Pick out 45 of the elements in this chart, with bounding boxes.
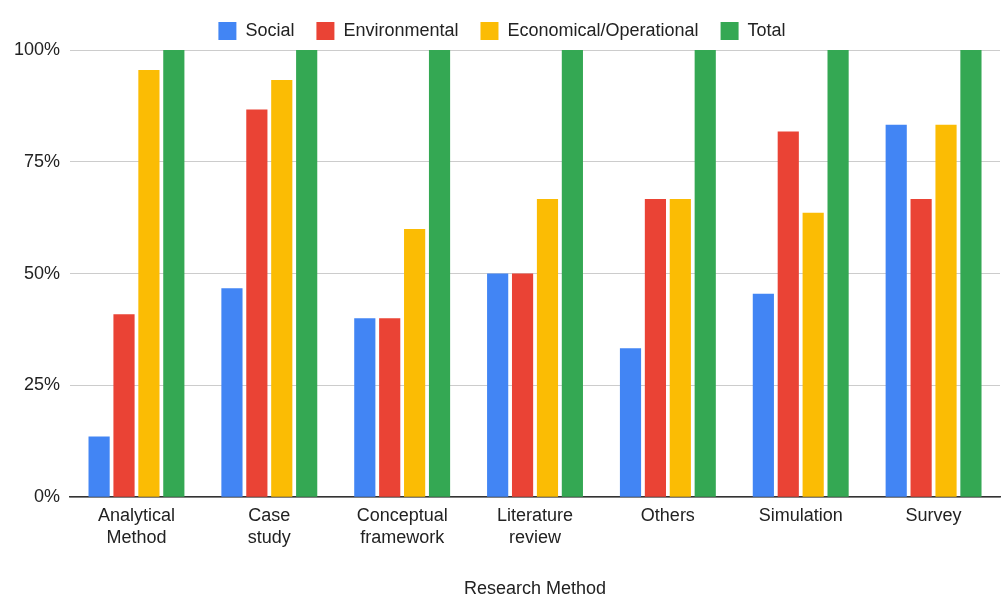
x-tick-label: Analytical Method [97,504,175,547]
bar [802,212,824,497]
bar [827,50,849,497]
bar [960,50,982,497]
x-tick-label: Conceptual framework [356,504,448,547]
bar [354,318,376,497]
bar [777,131,799,497]
bar [752,293,774,497]
bar [694,50,716,497]
bar [619,348,642,497]
y-tick-label: 0% [34,486,61,507]
bar [271,79,293,497]
x-tick-label: Others [640,504,695,525]
bar [669,198,691,497]
y-tick-label: 100% [13,38,61,59]
bar [163,50,185,497]
bar [885,124,907,497]
bar [138,70,160,497]
legend-label: Social [245,19,295,40]
x-tick-label: Case study [247,504,291,547]
bar [487,273,509,497]
legend-label: Economical/Operational [507,19,699,40]
bar [113,314,135,497]
bar [935,124,957,497]
x-tick-label: Simulation [758,504,843,525]
bar [561,50,583,497]
legend-label: Environmental [343,19,459,40]
bar [536,198,559,497]
bar [511,273,534,497]
bar [296,50,318,497]
bar [404,228,426,497]
y-tick-label: 75% [24,150,61,171]
y-tick-label: 50% [24,262,61,283]
legend-label: Total [747,19,786,40]
bar [644,198,666,497]
bar [428,50,451,497]
x-tick-label: Literature review [497,504,574,547]
x-tick-label: Survey [905,504,962,525]
y-tick-label: 25% [24,374,61,395]
bar [221,288,243,497]
bar [246,109,268,497]
bar [88,436,110,497]
bar [379,318,401,497]
x-axis-title: Research Method [463,578,607,599]
bar [910,198,932,497]
